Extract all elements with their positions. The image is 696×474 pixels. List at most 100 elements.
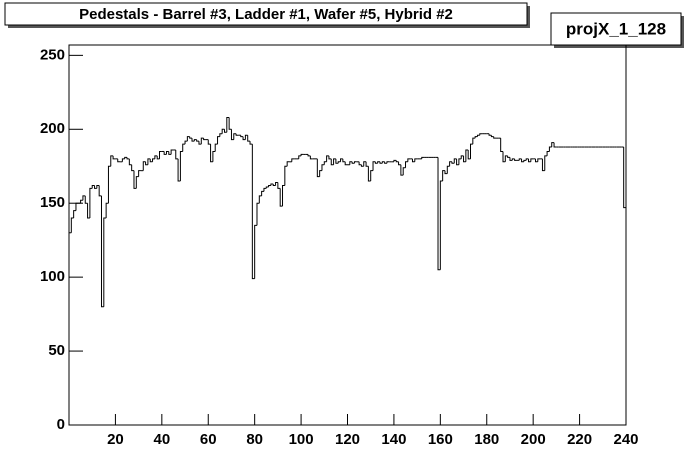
histogram-bin: [386, 161, 390, 164]
histogram-bin: [407, 158, 411, 162]
histogram-bin: [223, 129, 227, 133]
x-tick-label: 240: [613, 431, 638, 448]
x-tick-label: 40: [153, 431, 170, 448]
histogram-bin: [479, 133, 483, 136]
histogram-bin: [309, 155, 313, 160]
y-tick-label: 200: [40, 120, 65, 137]
stats-name: projX_1_128: [566, 19, 666, 38]
histogram-bin: [147, 158, 151, 165]
y-tick-label: 150: [40, 194, 65, 211]
histogram-bin: [507, 155, 510, 158]
chart-title: Pedestals - Barrel #3, Ladder #1, Wafer …: [79, 6, 453, 23]
histogram-bin: [534, 158, 538, 163]
histogram-bin: [523, 159, 527, 162]
histogram-bin: [367, 166, 371, 182]
stats-box: [550, 12, 682, 46]
x-tick-label: 160: [428, 431, 453, 448]
histogram-bin: [541, 158, 545, 172]
histogram-bin: [514, 158, 517, 161]
histogram-bin: [107, 165, 111, 204]
histogram-bin: [393, 159, 397, 162]
histogram-bin: [349, 161, 353, 165]
histogram-bin: [333, 158, 336, 165]
histogram-bin: [284, 165, 288, 186]
x-tick-label: 20: [107, 431, 124, 448]
histogram-bin: [470, 143, 473, 159]
histogram-bin: [131, 164, 134, 172]
histogram-bin: [504, 155, 508, 162]
histogram-bin: [342, 158, 346, 163]
histogram-bin: [381, 161, 385, 164]
histogram-bin: [518, 158, 522, 161]
histogram-bin: [235, 133, 239, 136]
x-tick-label: 120: [335, 431, 360, 448]
histogram-bin: [330, 158, 334, 166]
histogram-bin: [184, 140, 188, 145]
histogram-bin: [363, 161, 367, 167]
histogram-bin: [282, 184, 285, 207]
histogram-bin: [124, 156, 128, 159]
histogram-bin: [351, 161, 355, 164]
y-tick-label: 50: [48, 342, 65, 359]
histogram-bin: [126, 157, 130, 160]
histogram-bin: [442, 170, 445, 182]
histogram-bin: [488, 133, 492, 136]
histogram-bin: [460, 155, 464, 159]
histogram-bin: [402, 167, 406, 176]
histogram-bin: [94, 185, 97, 189]
histogram-bin: [421, 156, 425, 159]
histogram-bin: [623, 147, 626, 209]
histogram-bin: [212, 150, 216, 162]
histogram-bin: [217, 136, 220, 145]
histogram-bin: [511, 158, 515, 161]
histogram-bin: [135, 176, 139, 189]
histogram-bin: [344, 161, 348, 166]
histogram-bin: [525, 158, 529, 161]
histogram-bin: [221, 128, 225, 134]
histogram-bin: [73, 210, 76, 218]
histogram-bin: [233, 133, 237, 140]
histogram-bin: [472, 137, 476, 145]
histogram-bin: [439, 180, 443, 270]
histogram-bin: [196, 139, 199, 142]
plot-frame: [68, 44, 627, 426]
histogram-bin: [198, 141, 202, 145]
histogram-bin: [476, 134, 480, 137]
histogram-bin: [316, 158, 320, 178]
histogram-bin: [261, 190, 264, 196]
x-tick-label: 220: [567, 431, 592, 448]
histogram-bin: [75, 202, 79, 211]
histogram-bin: [154, 155, 158, 159]
histogram-bin: [242, 136, 246, 141]
histogram-bin: [437, 157, 441, 271]
histogram-bin: [203, 138, 206, 141]
histogram-bin: [337, 161, 341, 164]
histogram-bin: [360, 164, 364, 167]
histogram-bin: [400, 164, 404, 176]
histogram-bin: [265, 186, 269, 189]
histogram-bin: [453, 158, 457, 164]
histogram-bin: [458, 158, 462, 165]
histogram-bin: [98, 185, 102, 197]
histogram-bin: [200, 137, 204, 145]
histogram-bin: [179, 150, 183, 182]
histogram-bin: [152, 158, 155, 162]
histogram-bin: [128, 158, 132, 166]
histogram-bin: [449, 161, 452, 167]
histogram-bin: [384, 161, 387, 164]
histogram-bin: [275, 182, 278, 186]
histogram-bin: [168, 151, 172, 155]
histogram-bin: [191, 138, 195, 142]
histogram-bin: [207, 139, 211, 145]
histogram-bin: [214, 143, 218, 152]
y-tick-label: 0: [57, 416, 65, 433]
histogram-bin: [189, 136, 193, 139]
histogram-bin: [110, 155, 114, 167]
histogram-bin: [121, 158, 125, 162]
histogram-bin: [537, 158, 541, 162]
histogram-bin: [405, 161, 408, 168]
histogram-bin: [353, 161, 357, 164]
histogram-bin: [270, 183, 274, 186]
histogram-bin: [80, 199, 83, 204]
